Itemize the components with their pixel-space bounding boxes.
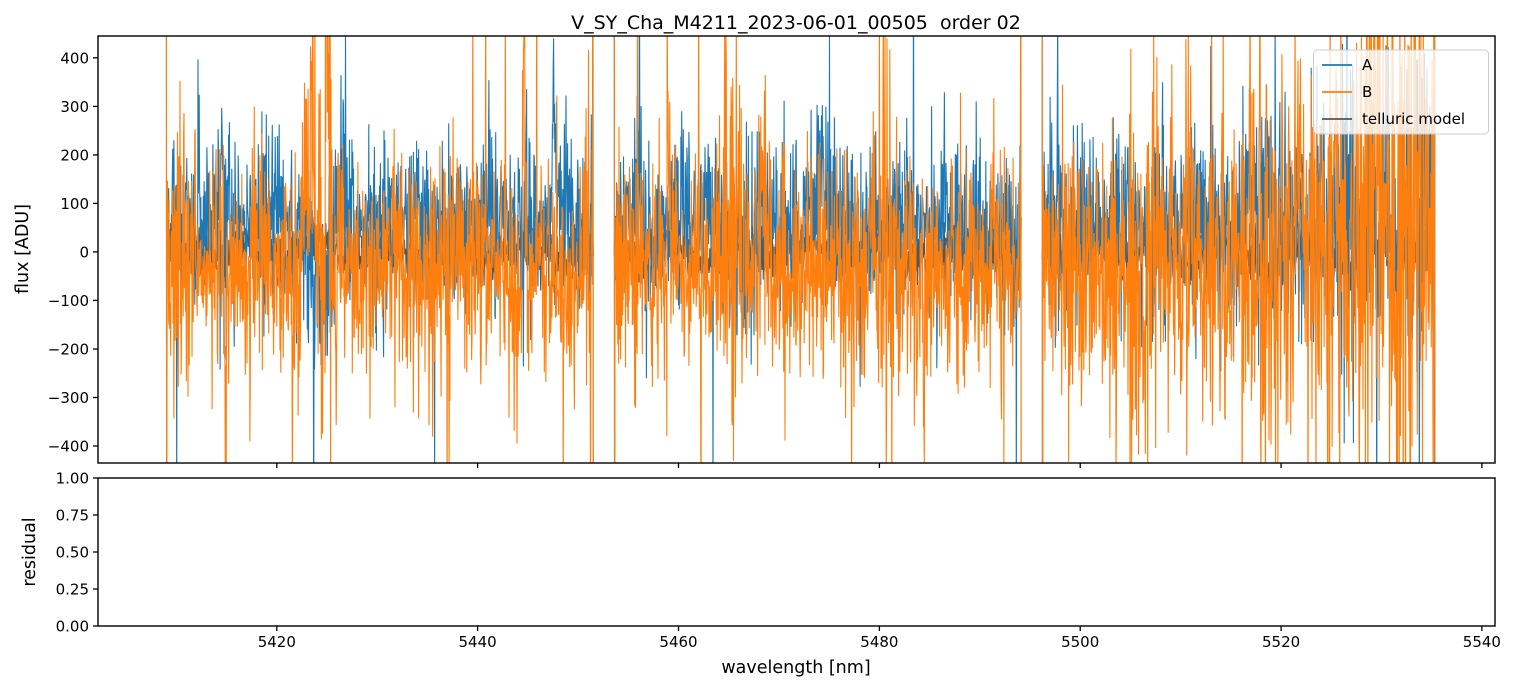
y-axis-label-residual: residual: [20, 517, 40, 586]
flux-y-tick-label: 200: [60, 146, 89, 164]
x-tick-label: 5440: [459, 633, 497, 651]
residual-y-tick-label: 0.50: [56, 544, 89, 562]
ticks-layer: 5420 5440 5460 5480 5500 5520 5540 400 300 200 100…: [48, 49, 1501, 651]
residual-y-tick-label: 1.00: [56, 470, 89, 488]
flux-y-tick-label: −200: [48, 341, 89, 359]
flux-y-tick-label: −300: [48, 389, 89, 407]
flux-y-tick-label: 400: [60, 49, 89, 67]
legend: A B telluric model: [1313, 49, 1489, 135]
x-axis-label: wavelength [nm]: [721, 658, 870, 678]
x-tick-label: 5460: [659, 633, 697, 651]
flux-y-tick-label: 100: [60, 195, 89, 213]
x-tick-label: 5420: [258, 633, 296, 651]
flux-y-tick-label: 0: [79, 243, 89, 261]
spectra-series-layer: [165, 36, 1436, 463]
y-axis-label-flux: flux [ADU]: [13, 204, 33, 294]
flux-y-tick-label: −100: [48, 292, 89, 310]
residual-y-tick-label: 0.75: [56, 507, 89, 525]
x-tick-label: 5480: [860, 633, 898, 651]
flux-axes-frame: [97, 35, 1496, 464]
x-tick-label: 5520: [1262, 633, 1300, 651]
plot-title: V_SY_Cha_M4211_2023-06-01_00505 order 02: [571, 12, 1021, 34]
legend-label-a: A: [1362, 56, 1373, 74]
legend-label-telluric-model: telluric model: [1362, 110, 1465, 128]
residual-y-tick-label: 0.00: [56, 618, 89, 636]
legend-label-b: B: [1362, 83, 1372, 101]
legend-entry-a: A: [1322, 56, 1373, 74]
x-tick-label: 5500: [1061, 633, 1099, 651]
series-b: [165, 36, 1436, 463]
legend-box: [1313, 49, 1489, 135]
residual-axes-frame: [97, 477, 1496, 627]
residual-y-tick-label: 0.25: [56, 581, 89, 599]
legend-entry-telluric-model: telluric model: [1322, 110, 1465, 128]
flux-y-tick-label: −400: [48, 438, 89, 456]
flux-y-tick-label: 300: [60, 98, 89, 116]
x-tick-label: 5540: [1463, 633, 1501, 651]
legend-entry-b: B: [1322, 83, 1372, 101]
